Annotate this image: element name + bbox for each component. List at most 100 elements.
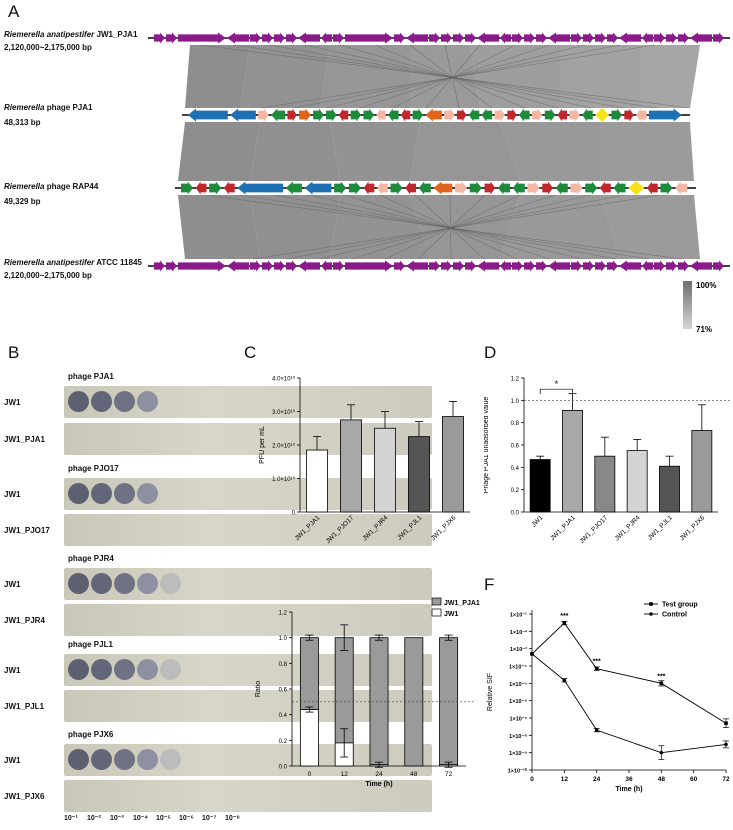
series-line bbox=[531, 653, 727, 754]
gene-arrow bbox=[690, 32, 712, 44]
homology-band bbox=[330, 122, 420, 181]
gene-arrow bbox=[304, 181, 332, 195]
homology-link bbox=[392, 44, 516, 109]
gene-arrow bbox=[713, 32, 724, 44]
gene-arrow bbox=[285, 181, 302, 195]
gene-arrow bbox=[250, 260, 261, 272]
bar-segment-jw1-pja1 bbox=[369, 637, 389, 766]
gene-arrow bbox=[363, 108, 374, 122]
homology-link bbox=[414, 194, 485, 260]
x-tick-label: JW1_PJR4 bbox=[614, 514, 642, 542]
gene-arrow bbox=[154, 260, 165, 272]
track-1-label: Riemerella anatipestifer JW1_PJA1 2,120,… bbox=[4, 30, 138, 52]
plate-strip bbox=[64, 386, 432, 418]
y-tick-label: 0.0 bbox=[511, 511, 520, 517]
bar-segment-jw1 bbox=[299, 709, 319, 767]
gene-arrow bbox=[571, 260, 582, 272]
gene-arrow bbox=[524, 260, 535, 272]
gene-arrow bbox=[583, 32, 594, 44]
phage-label: phage PJR4 bbox=[68, 554, 114, 563]
strain-label: JW1 bbox=[4, 580, 21, 589]
gene-arrow bbox=[223, 181, 235, 195]
gene-arrow bbox=[154, 32, 165, 44]
gene-arrow bbox=[713, 260, 724, 272]
gene-arrow bbox=[531, 108, 543, 122]
significance-bracket bbox=[539, 388, 573, 395]
plaque-spot bbox=[137, 483, 158, 504]
bar bbox=[340, 419, 362, 513]
dilution-label: 10⁻⁵ bbox=[156, 815, 171, 822]
homology-link bbox=[444, 44, 460, 109]
gene-arrow bbox=[178, 32, 226, 44]
gene-arrow bbox=[454, 181, 468, 195]
gene-arrow bbox=[548, 260, 570, 272]
dilution-label: 10⁻⁴ bbox=[133, 815, 148, 822]
plaque-spot bbox=[114, 391, 135, 412]
x-tick-label: JW1_PJO17 bbox=[578, 514, 609, 545]
y-tick-label: 0.4 bbox=[279, 713, 288, 719]
gene-arrow bbox=[262, 32, 273, 44]
panel-d-label: D bbox=[484, 343, 497, 362]
x-tick-label: JW1_PJL1 bbox=[647, 514, 674, 541]
gene-arrow bbox=[313, 108, 324, 122]
gene-arrow bbox=[400, 108, 411, 122]
bar bbox=[306, 449, 328, 513]
dilution-label: 10⁻¹ bbox=[64, 815, 78, 822]
y-tick-label: 0.4 bbox=[511, 466, 520, 472]
plate-strip bbox=[64, 568, 432, 600]
bar-segment-jw1-pja1 bbox=[299, 637, 319, 710]
gene-arrow bbox=[376, 108, 386, 122]
panel-c-label: C bbox=[244, 343, 257, 362]
plaque-spot bbox=[160, 749, 181, 770]
homology-band bbox=[500, 122, 600, 181]
gene-arrow bbox=[666, 260, 677, 272]
y-axis-title: PFU per mL bbox=[259, 426, 266, 464]
x-tick-label: 24 bbox=[375, 771, 383, 778]
gene-arrow bbox=[497, 181, 511, 195]
homology-link bbox=[252, 194, 661, 260]
y-tick-label: 1×10⁻⁶ bbox=[509, 699, 527, 705]
gene-arrow bbox=[412, 108, 424, 122]
plaque-spot bbox=[160, 573, 181, 594]
gene-arrow bbox=[299, 108, 311, 122]
gene-arrow bbox=[453, 32, 464, 44]
x-tick-label: 24 bbox=[593, 776, 601, 783]
y-tick-label: 1.2 bbox=[511, 377, 520, 383]
gene-arrow bbox=[555, 181, 568, 195]
panel-f-label: F bbox=[484, 575, 495, 594]
gene-arrow bbox=[348, 181, 361, 195]
dilution-label: 10⁻² bbox=[87, 815, 101, 822]
gene-arrow bbox=[345, 260, 393, 272]
y-tick-label: 0.8 bbox=[279, 662, 288, 668]
track-2-label: Riemerella phage PJA1 48,313 bp bbox=[4, 103, 93, 127]
homology-link bbox=[449, 194, 452, 260]
y-tick-label: 1×10⁻⁹ bbox=[509, 751, 527, 757]
plaque-spot bbox=[68, 659, 89, 680]
bar-segment-jw1-pja1 bbox=[334, 637, 354, 744]
gene-arrow bbox=[321, 260, 332, 272]
plaque-spot bbox=[114, 483, 135, 504]
phage-label: phage PJX6 bbox=[68, 730, 114, 739]
gene-arrow bbox=[519, 108, 530, 122]
bar bbox=[442, 416, 464, 513]
gene-arrow bbox=[188, 108, 228, 122]
x-tick-label: 72 bbox=[722, 776, 730, 783]
strain-label: JW1 bbox=[4, 490, 21, 499]
gene-arrow bbox=[465, 260, 476, 272]
gene-arrow bbox=[500, 32, 511, 44]
y-axis-title: Relative SIF bbox=[487, 673, 494, 711]
y-tick-label: 1×10⁻¹⁰ bbox=[508, 768, 528, 775]
data-point bbox=[594, 728, 599, 732]
gene-arrow bbox=[512, 260, 523, 272]
gene-arrow bbox=[394, 260, 405, 272]
plaque-spot bbox=[68, 391, 89, 412]
strain-label: JW1 bbox=[4, 398, 21, 407]
gene-arrow bbox=[271, 108, 286, 122]
gene-arrow bbox=[465, 32, 476, 44]
gene-arrow bbox=[390, 181, 403, 195]
gene-arrow bbox=[230, 108, 256, 122]
gene-arrow bbox=[582, 108, 593, 122]
gene-arrow bbox=[600, 181, 611, 195]
plaque-spot bbox=[68, 483, 89, 504]
homology-link bbox=[417, 194, 486, 260]
